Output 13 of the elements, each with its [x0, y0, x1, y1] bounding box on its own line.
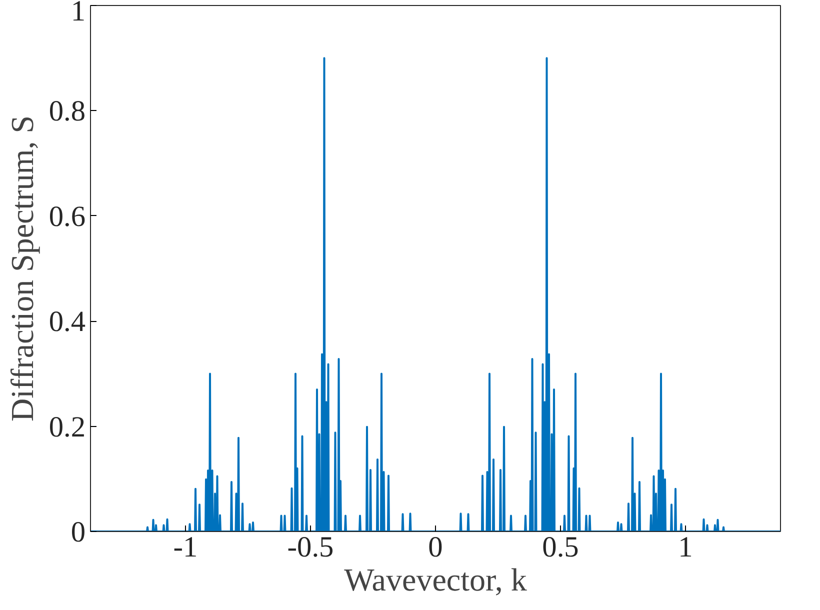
y-tick-label: 0.6 — [48, 200, 86, 233]
y-axis-title: Diffraction Spectrum, S — [4, 115, 40, 422]
x-tick-label: -0.5 — [287, 532, 334, 564]
line-series — [90, 57, 780, 532]
x-tick-label: -1 — [173, 532, 198, 564]
y-tick-label: 0.2 — [48, 411, 86, 444]
y-tick-label: 1 — [70, 0, 86, 28]
y-tick-label: 0.4 — [48, 306, 86, 338]
y-tick-label: 0.8 — [48, 96, 86, 128]
x-tick-label: 0.5 — [542, 532, 579, 564]
x-tick-label: 0 — [428, 532, 443, 564]
x-tick-label: 1 — [678, 532, 693, 564]
x-axis-title: Wavevector, k — [344, 562, 527, 598]
